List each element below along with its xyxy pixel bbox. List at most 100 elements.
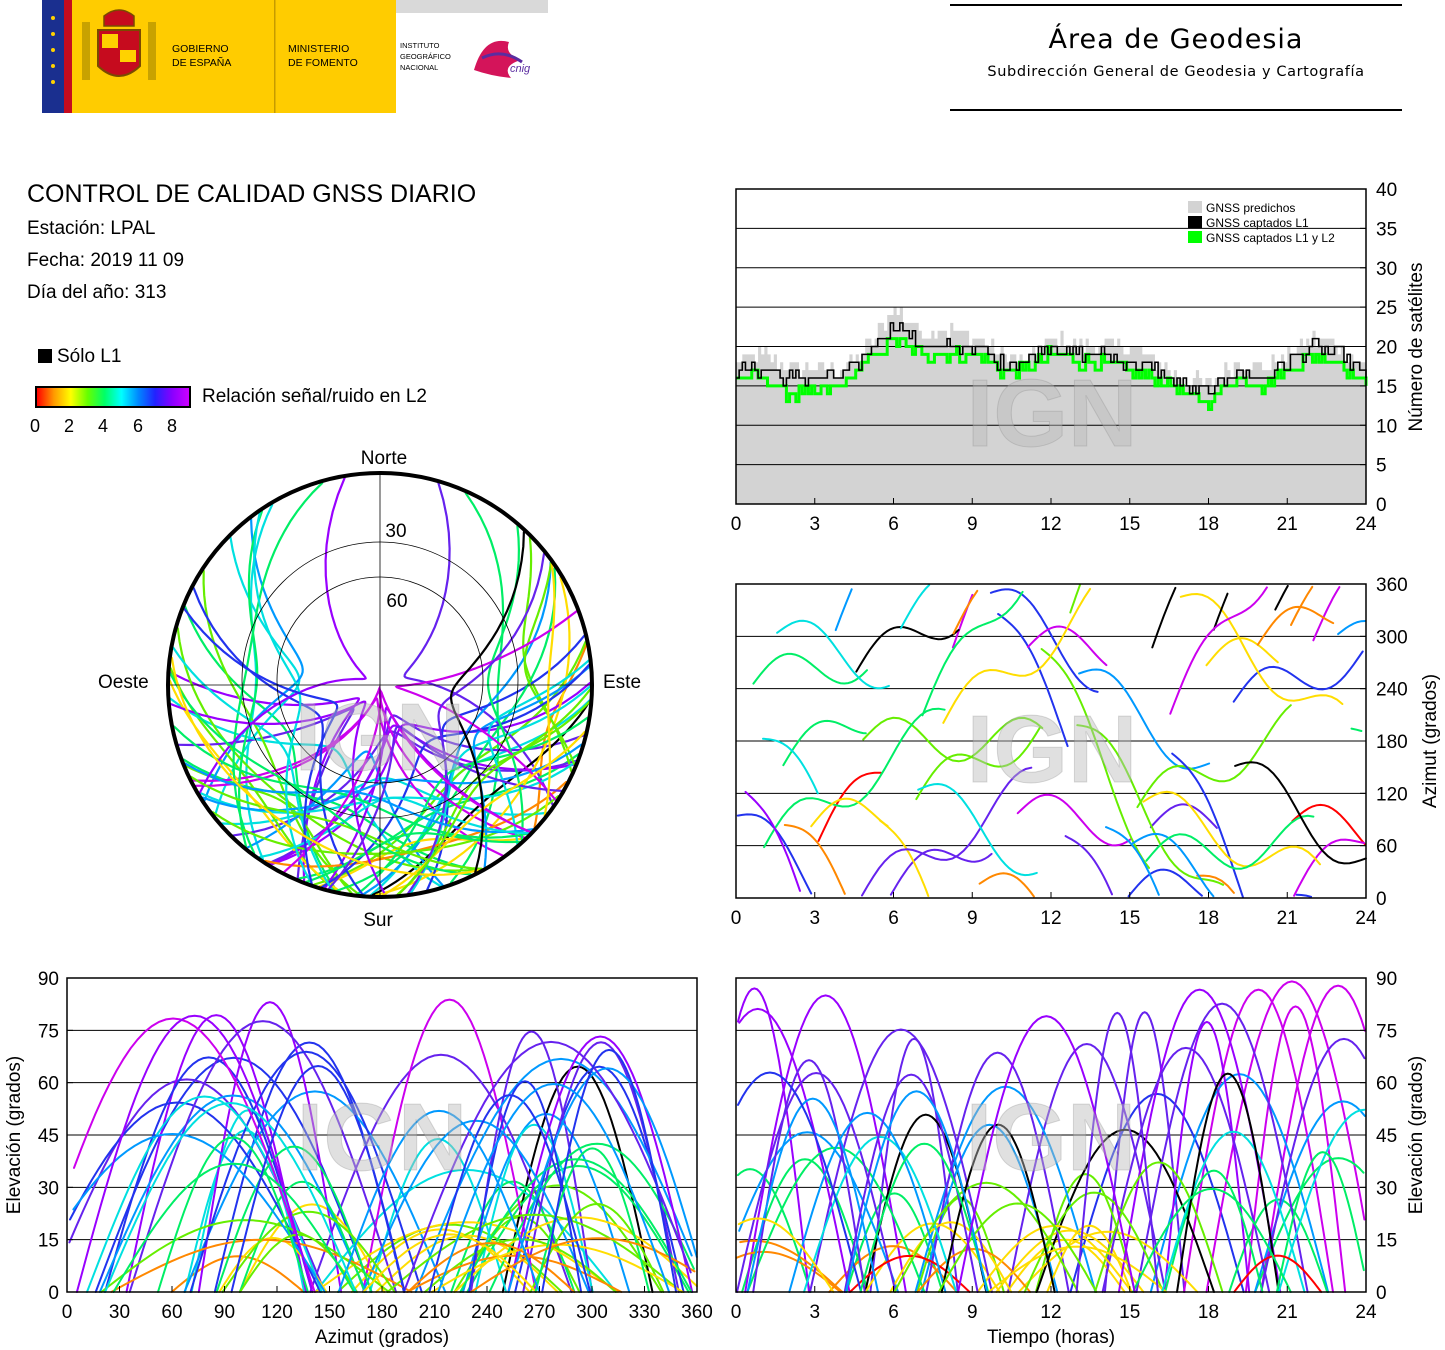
elev-time-track — [746, 1097, 879, 1293]
skyplot-track — [270, 724, 576, 866]
elev-azimuth-xtick: 300 — [576, 1302, 608, 1323]
elev-time-xtick: 15 — [1119, 1302, 1140, 1323]
azimuth-time-ytick: 120 — [1376, 784, 1408, 805]
elev-azimuth-track — [314, 1221, 619, 1293]
azimuth-track — [1312, 586, 1341, 642]
elev-azimuth-track — [337, 1109, 541, 1293]
elev-azimuth-track — [230, 1064, 406, 1293]
elev-time-track — [1075, 1011, 1159, 1293]
elev-time-track — [809, 1028, 993, 1293]
elev-azimuth-track — [459, 1158, 693, 1293]
azimuth-time-ytick: 360 — [1376, 575, 1408, 596]
elev-azimuth-ytick: 0 — [48, 1283, 59, 1304]
skyplot-track — [184, 762, 534, 834]
skyplot-track — [356, 716, 589, 895]
elev-time-track — [845, 1192, 944, 1293]
elev-time-track — [1253, 1100, 1366, 1293]
series-predicted-area — [736, 307, 1366, 504]
elev-azimuth-track — [466, 1164, 690, 1293]
elev-time-track — [937, 1202, 1098, 1293]
elev-azimuth-xtick: 0 — [62, 1302, 73, 1323]
elev-azimuth-track — [170, 1255, 305, 1293]
elev-azimuth-track — [362, 1233, 538, 1293]
elev-time-track — [1163, 1020, 1251, 1293]
azimuth-time-xtick: 3 — [809, 908, 820, 929]
eu-flag-band — [42, 0, 64, 113]
snr-tick-0: 0 — [30, 416, 41, 436]
elev-azimuth-track — [437, 1082, 671, 1293]
skyplot-ring-60-label: 60 — [386, 591, 407, 612]
azimuth-track — [1350, 727, 1363, 732]
elev-azimuth-track — [69, 1101, 322, 1293]
skyplot-track — [335, 567, 557, 892]
elev-time-track — [1260, 1037, 1366, 1293]
elev-time-chart: 0 15 30 45 60 75 90 0 3 6 9 12 15 18 21 24 Tiempo (hora… — [731, 969, 1427, 1348]
ign-watermark: IGN — [967, 360, 1138, 467]
elev-time-xtick: 21 — [1277, 1302, 1298, 1323]
elev-azimuth-xtick: 60 — [161, 1302, 182, 1323]
cnig-text: cnig — [510, 63, 531, 75]
azimuth-track — [1040, 648, 1150, 869]
elev-azimuth-track — [221, 1210, 396, 1293]
skyplot-track — [449, 492, 505, 884]
skyplot-track — [327, 725, 563, 890]
elev-time-track — [744, 994, 907, 1293]
elev-azimuth-ylabel: Elevación (grados) — [4, 1056, 25, 1214]
logo-strip: GOBIERNO DE ESPAÑA MINISTERIO DE FOMENTO… — [42, 0, 548, 113]
azimuth-track — [952, 589, 979, 635]
elev-time-track — [739, 1239, 844, 1293]
azimuth-track — [978, 872, 1035, 898]
skyplot-track — [523, 562, 576, 766]
azimuth-track — [889, 848, 993, 896]
elev-time-xtick: 18 — [1198, 1302, 1219, 1323]
elev-azimuth-track — [183, 1090, 447, 1293]
elev-time-track — [803, 1135, 958, 1293]
min-line2: DE FOMENTO — [288, 57, 358, 69]
azimuth-track — [762, 737, 819, 795]
ign-watermark: IGN — [966, 1084, 1137, 1191]
elev-time-xtick: 0 — [731, 1302, 742, 1323]
azimuth-time-chart: 0 60 120 180 240 300 360 0 3 6 9 12 15 18 21 24 Azimut … — [731, 575, 1441, 929]
azimuth-track — [899, 584, 931, 630]
azimuth-time-ytick: 60 — [1376, 837, 1397, 858]
elev-time-track — [1007, 1042, 1167, 1293]
azimuth-track — [776, 619, 890, 690]
azimuth-time-ytick: 180 — [1376, 732, 1408, 753]
azimuth-time-xtick: 21 — [1277, 908, 1298, 929]
elev-time-ytick: 30 — [1376, 1178, 1397, 1199]
azimuth-track — [917, 782, 1038, 877]
header-rule-top — [950, 4, 1402, 6]
azimuth-track — [862, 716, 1044, 763]
skyplot-south-label: Sur — [363, 910, 393, 931]
elev-azimuth-track — [386, 1213, 683, 1293]
azimuth-track — [782, 719, 867, 767]
inst-line2: GEOGRÁFICO — [400, 52, 451, 61]
azimuth-track — [1064, 835, 1113, 896]
skyplot-track — [232, 482, 324, 855]
sat-count-ytick: 0 — [1376, 495, 1387, 516]
elev-azimuth-xlabel: Azimut (grados) — [315, 1327, 449, 1348]
azimuth-time-ytick: 0 — [1376, 889, 1387, 910]
min-panel — [278, 0, 396, 113]
skyplot-track — [264, 780, 568, 868]
azimuth-track — [1205, 637, 1279, 667]
snr-tick-8: 8 — [167, 416, 178, 436]
ign-watermark: IGN — [295, 684, 466, 791]
elev-azimuth-track — [72, 1132, 326, 1293]
elev-time-ytick: 45 — [1376, 1126, 1397, 1147]
snr-tick-6: 6 — [133, 416, 144, 436]
elev-azimuth-track — [125, 1014, 308, 1293]
elev-azimuth-track — [534, 1147, 651, 1293]
azimuth-time-ylabel: Azimut (grados) — [1420, 674, 1441, 808]
elev-time-track — [752, 1059, 866, 1293]
legend-l1l2-label: GNSS captados L1 y L2 — [1206, 231, 1335, 245]
elev-azimuth-xtick: 30 — [109, 1302, 130, 1323]
azimuth-track — [1145, 814, 1315, 870]
skyplot-track — [253, 511, 313, 885]
skyplot-track — [170, 656, 480, 877]
skyplot-ring-30-label: 30 — [385, 521, 406, 542]
elev-time-xtick: 12 — [1040, 1302, 1061, 1323]
skyplot-track — [190, 775, 483, 870]
skyplot-west-label: Oeste — [98, 672, 149, 693]
